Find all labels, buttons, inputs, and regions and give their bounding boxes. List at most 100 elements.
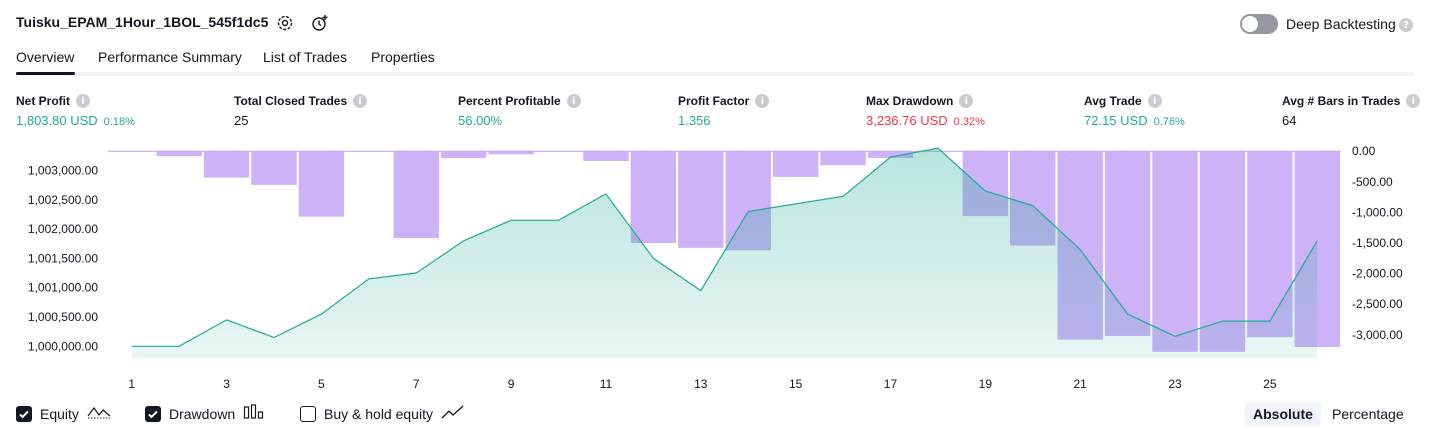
right-axis-tick: -1,500.00 — [1352, 236, 1403, 250]
equity-point[interactable] — [1126, 313, 1129, 316]
equity-point[interactable] — [367, 277, 370, 280]
drawdown-bar[interactable] — [109, 151, 154, 152]
info-icon[interactable]: i — [959, 94, 973, 108]
right-axis-tick: -3,000.00 — [1352, 328, 1403, 342]
drawdown-bar[interactable] — [631, 151, 676, 243]
drawdown-bar[interactable] — [394, 151, 439, 238]
stat-avg-bars-value: 64 — [1282, 113, 1296, 128]
drawdown-bar[interactable] — [346, 151, 391, 152]
legend-drawdown[interactable]: Drawdown — [145, 404, 265, 423]
info-icon[interactable]: i — [755, 94, 769, 108]
left-axis-tick: 1,001,500.00 — [28, 251, 98, 265]
settings-icon[interactable] — [276, 14, 294, 32]
stat-percent-profitable-label: Percent Profitable i — [458, 94, 581, 108]
checkbox-checked-icon[interactable] — [145, 406, 161, 422]
right-axis-tick: 0.00 — [1352, 144, 1376, 158]
info-icon[interactable]: i — [1406, 94, 1420, 108]
equity-point[interactable] — [699, 289, 702, 292]
left-axis-tick: 1,001,000.00 — [28, 281, 98, 295]
drawdown-bar[interactable] — [678, 151, 723, 248]
stat-total-closed-trades-value: 25 — [234, 113, 248, 128]
equity-point[interactable] — [320, 313, 323, 316]
equity-point[interactable] — [794, 202, 797, 205]
stat-max-drawdown-value: 3,236.76 USD 0.32% — [866, 113, 985, 128]
percentage-button[interactable]: Percentage — [1324, 402, 1412, 426]
tab-properties[interactable]: Properties — [371, 49, 435, 65]
drawdown-bar[interactable] — [820, 151, 865, 165]
info-icon[interactable]: i — [1148, 94, 1162, 108]
absolute-button[interactable]: Absolute — [1245, 402, 1321, 426]
tab-list-of-trades[interactable]: List of Trades — [263, 49, 347, 65]
equity-point[interactable] — [1268, 320, 1271, 323]
equity-point[interactable] — [557, 219, 560, 222]
equity-point[interactable] — [225, 318, 228, 321]
stat-max-drawdown-label: Max Drawdown i — [866, 94, 973, 108]
add-alert-icon[interactable] — [311, 14, 329, 32]
equity-point[interactable] — [1079, 248, 1082, 251]
legend-equity[interactable]: Equity — [16, 404, 111, 423]
drawdown-bar[interactable] — [441, 151, 486, 158]
stat-total-closed-trades-label: Total Closed Trades i — [234, 94, 367, 108]
stat-net-profit-value: 1,803.80 USD 0.18% — [16, 113, 135, 128]
equity-point[interactable] — [462, 239, 465, 242]
x-axis-tick: 1 — [128, 377, 135, 391]
equity-drawdown-chart[interactable]: 1,003,000.00 1,002,500.00 1,002,000.00 1,00… — [0, 140, 1431, 395]
equity-point[interactable] — [415, 272, 418, 275]
stat-avg-trade-value: 72.15 USD 0.76% — [1084, 113, 1185, 128]
tab-overview[interactable]: Overview — [16, 49, 74, 65]
equity-point[interactable] — [889, 156, 892, 159]
right-axis-tick: -2,000.00 — [1352, 267, 1403, 281]
left-axis-tick: 1,003,000.00 — [28, 164, 98, 178]
stat-profit-factor-label: Profit Factor i — [678, 94, 769, 108]
right-axis-tick: -500.00 — [1352, 175, 1393, 189]
legend-drawdown-label: Drawdown — [169, 406, 235, 422]
drawdown-bar[interactable] — [204, 151, 249, 177]
info-icon[interactable]: i — [353, 94, 367, 108]
equity-point[interactable] — [272, 336, 275, 339]
drawdown-bar[interactable] — [773, 151, 818, 177]
equity-point[interactable] — [178, 345, 181, 348]
x-axis-tick: 5 — [318, 377, 325, 391]
equity-point[interactable] — [1031, 204, 1034, 207]
deep-backtesting-toggle[interactable] — [1240, 14, 1278, 34]
equity-point[interactable] — [984, 190, 987, 193]
drawdown-bar[interactable] — [299, 151, 344, 216]
right-axis-tick: -1,000.00 — [1352, 205, 1403, 219]
equity-point[interactable] — [604, 192, 607, 195]
equity-point[interactable] — [130, 345, 133, 348]
help-icon[interactable]: ? — [1399, 18, 1413, 32]
x-axis-tick: 25 — [1263, 377, 1277, 391]
stat-net-profit-label: Net Profit i — [16, 94, 90, 108]
trend-line-icon — [441, 404, 465, 423]
checkbox-unchecked-icon[interactable] — [300, 406, 316, 422]
stat-percent-profitable-value: 56.00% — [458, 113, 502, 128]
left-axis-tick: 1,000,000.00 — [28, 339, 98, 353]
active-tab-indicator — [16, 72, 75, 75]
drawdown-bar[interactable] — [1152, 151, 1197, 352]
x-axis-tick: 11 — [600, 377, 613, 391]
x-axis-tick: 9 — [508, 377, 515, 391]
tab-performance-summary[interactable]: Performance Summary — [98, 49, 242, 65]
right-axis-tick: -2,500.00 — [1352, 297, 1403, 311]
x-axis-tick: 13 — [694, 377, 708, 391]
equity-point[interactable] — [842, 195, 845, 198]
legend-buy-hold-equity[interactable]: Buy & hold equity — [300, 404, 465, 423]
equity-point[interactable] — [747, 210, 750, 213]
drawdown-bar[interactable] — [536, 151, 581, 152]
info-icon[interactable]: i — [76, 94, 90, 108]
info-icon[interactable]: i — [567, 94, 581, 108]
equity-point[interactable] — [510, 219, 513, 222]
drawdown-bar[interactable] — [583, 151, 628, 161]
equity-point[interactable] — [1221, 320, 1224, 323]
equity-point[interactable] — [936, 147, 939, 150]
drawdown-bar[interactable] — [156, 151, 201, 156]
equity-point[interactable] — [1316, 239, 1319, 242]
checkbox-checked-icon[interactable] — [16, 406, 32, 422]
equity-point[interactable] — [652, 257, 655, 260]
x-axis-tick: 21 — [1073, 377, 1087, 391]
equity-point[interactable] — [1174, 335, 1177, 338]
drawdown-bar[interactable] — [488, 151, 533, 154]
drawdown-bar[interactable] — [251, 151, 296, 185]
legend-equity-label: Equity — [40, 406, 79, 422]
equity-line-icon — [87, 404, 111, 423]
